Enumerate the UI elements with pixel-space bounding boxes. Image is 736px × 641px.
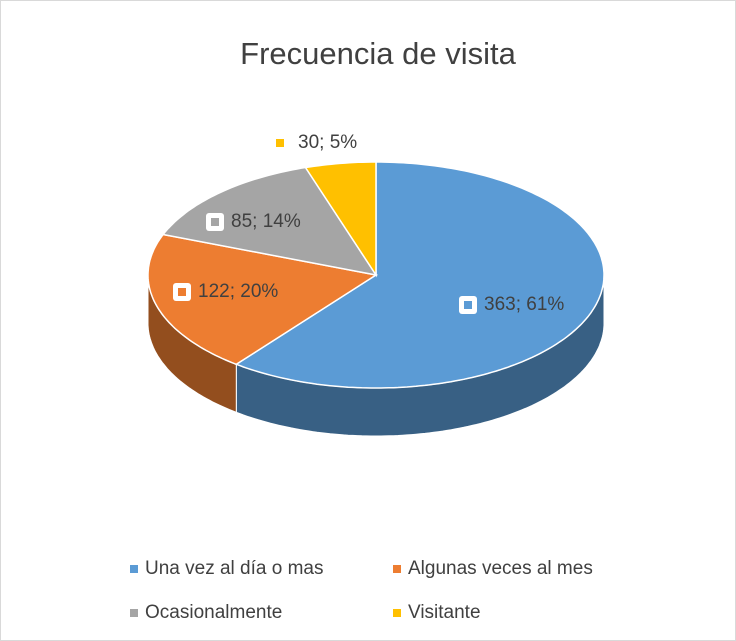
legend-swatch — [393, 565, 401, 573]
legend-swatch — [130, 609, 138, 617]
legend-label: Ocasionalmente — [145, 602, 282, 623]
label-key — [211, 218, 219, 226]
data-label: 85; 14% — [231, 211, 301, 232]
slice — [234, 161, 605, 389]
data-label: 122; 20% — [198, 281, 278, 302]
chart-title: Frecuencia de visita — [240, 36, 516, 71]
slice — [304, 161, 377, 278]
label-key — [178, 288, 186, 296]
legend-swatch — [130, 565, 138, 573]
slice — [147, 233, 378, 366]
data-label: 30; 5% — [298, 132, 357, 153]
legend-label: Una vez al día o mas — [145, 558, 323, 579]
legend-label: Algunas veces al mes — [408, 558, 593, 579]
legend-label: Visitante — [408, 602, 481, 623]
data-label: 363; 61% — [484, 294, 564, 315]
legend-swatch — [393, 609, 401, 617]
label-key — [464, 301, 472, 309]
label-key — [276, 139, 284, 147]
